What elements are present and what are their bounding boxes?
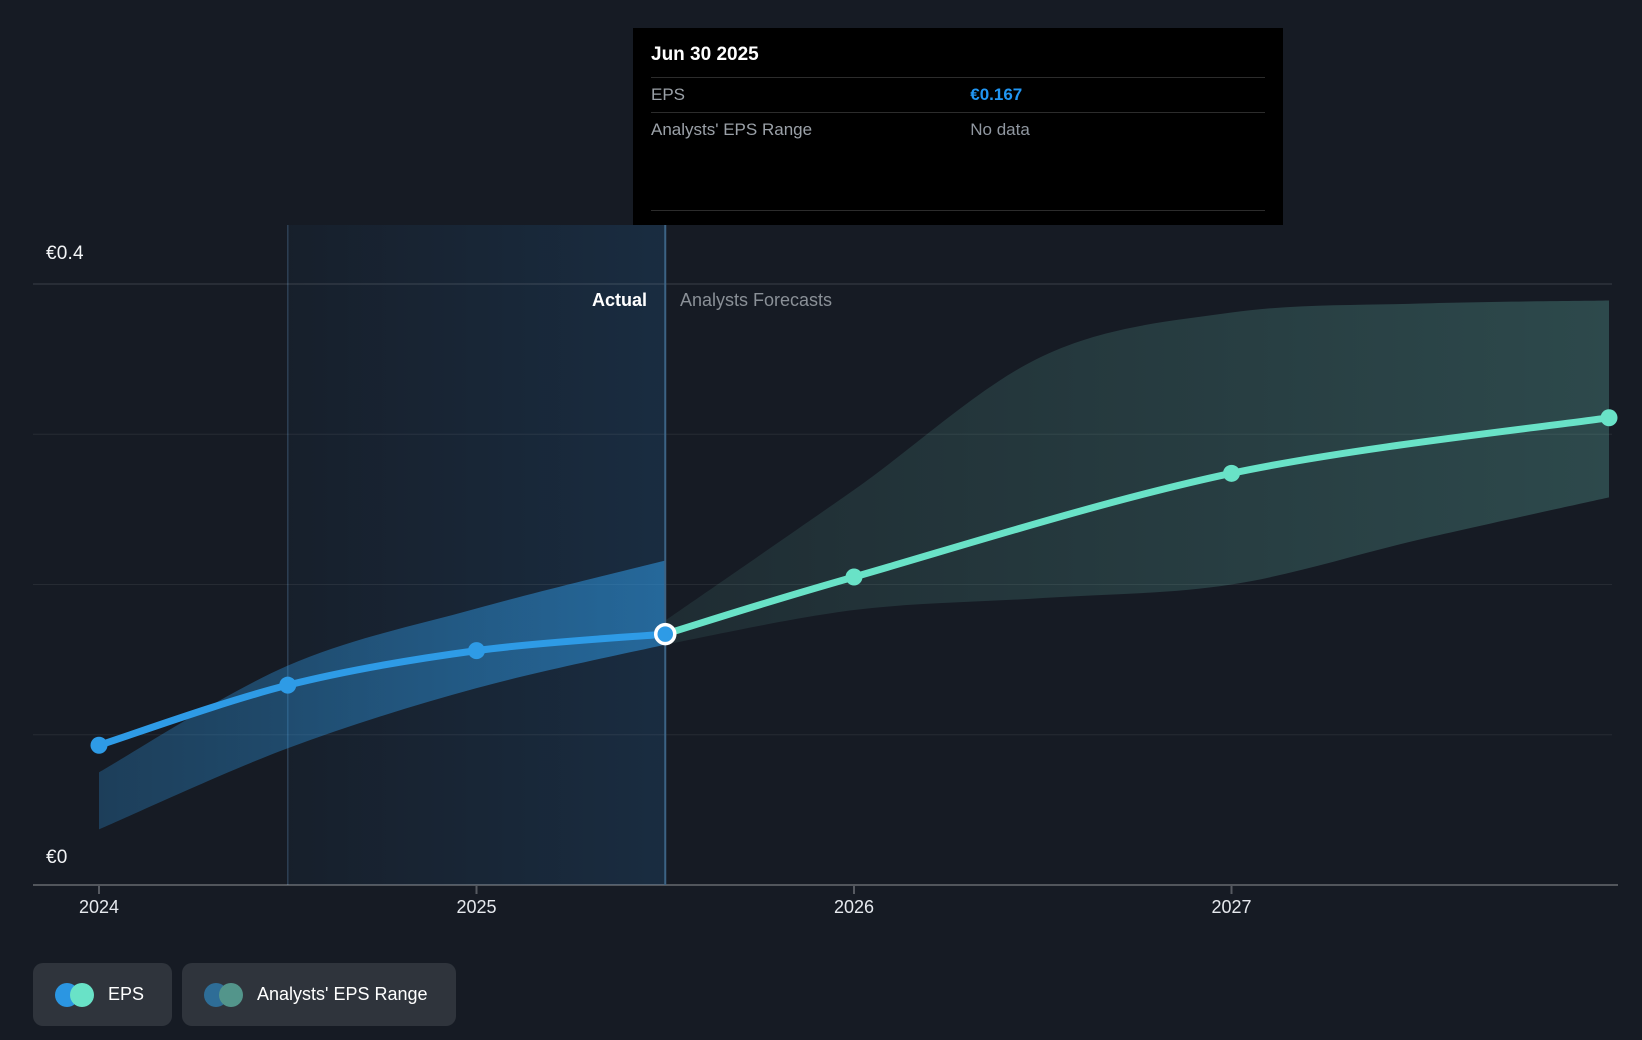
tooltip-eps-range-row: Analysts' EPS Range No data (651, 112, 1265, 147)
x-axis-label-2026: 2026 (833, 897, 875, 917)
x-axis-label-2024: 2024 (78, 897, 120, 917)
tooltip-eps-row: EPS €0.167 (651, 77, 1265, 112)
actual-data-point[interactable] (468, 642, 485, 660)
actual-eps-range-band (99, 560, 666, 830)
forecast-data-point[interactable] (1600, 409, 1618, 427)
forecast-eps-line (661, 414, 1613, 638)
forecast-phase-label: Analysts Forecasts (680, 290, 833, 310)
forecast-data-point[interactable] (845, 568, 863, 586)
tooltip-eps-value: €0.167 (970, 85, 1023, 104)
tooltip-eps-range-label: Analysts' EPS Range (651, 120, 813, 139)
tooltip-eps-label: EPS (651, 85, 686, 104)
legend-swatch-icon (219, 982, 244, 1007)
actual-data-point[interactable] (279, 676, 297, 694)
y-axis-label-zero: €0 (46, 847, 68, 868)
legend-item-eps[interactable]: EPS (33, 963, 173, 1026)
forecast-data-point[interactable] (1223, 464, 1240, 482)
actual-phase-label: Actual (591, 290, 647, 310)
selected-data-point[interactable] (654, 622, 677, 646)
y-axis-label-max: €0.4 (46, 243, 84, 264)
chart-tooltip: Jun 30 2025 EPS €0.167 Analysts' EPS Ran… (633, 28, 1283, 225)
chart-legend: EPS Analysts' EPS Range (33, 963, 456, 1026)
legend-item-analysts-eps-range[interactable]: Analysts' EPS Range (182, 963, 456, 1026)
tooltip-date: Jun 30 2025 (651, 44, 759, 65)
forecast-eps-range-band (665, 300, 1609, 645)
past-year-highlight (287, 225, 666, 885)
legend-label: Analysts' EPS Range (257, 984, 428, 1004)
legend-swatch-icon (70, 982, 94, 1007)
x-axis-label-2027: 2027 (1211, 897, 1252, 917)
actual-data-point[interactable] (90, 736, 108, 754)
legend-label: EPS (108, 984, 145, 1004)
tooltip-divider (651, 210, 1265, 211)
x-axis-label-2025: 2025 (456, 897, 497, 917)
actual-eps-line (95, 630, 669, 749)
tooltip-eps-range-value: No data (970, 120, 1030, 139)
